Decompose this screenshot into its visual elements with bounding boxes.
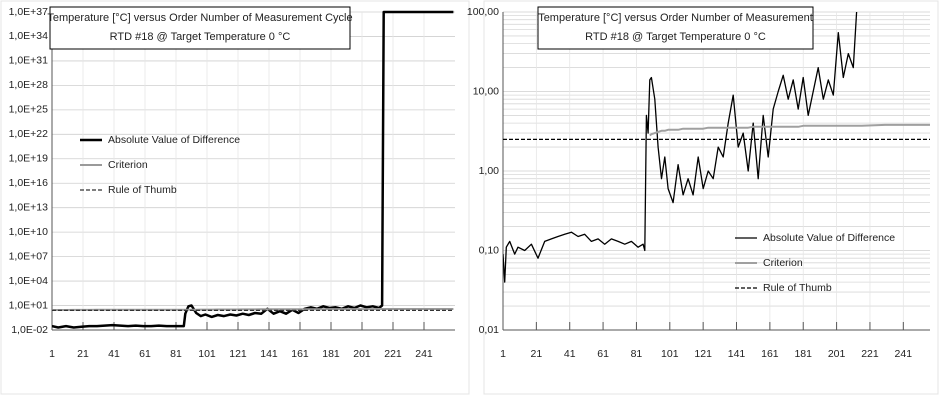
x-tick-label: 141 — [728, 348, 746, 360]
data-line — [649, 123, 930, 137]
legend-label: Absolute Value of Difference — [108, 134, 240, 146]
legend-label: Criterion — [108, 159, 148, 171]
y-tick-label: 1,00 — [479, 165, 500, 177]
y-tick-label: 1,0E-02 — [11, 324, 48, 336]
y-tick-label: 10,00 — [473, 85, 499, 97]
x-tick-label: 221 — [384, 348, 402, 360]
x-tick-label: 121 — [694, 348, 712, 360]
data-line — [503, 11, 858, 283]
y-tick-label: 0,01 — [479, 324, 500, 336]
y-tick-label: 1,0E+28 — [9, 79, 49, 91]
x-tick-label: 161 — [291, 348, 309, 360]
x-tick-label: 201 — [353, 348, 371, 360]
x-tick-label: 81 — [631, 348, 643, 360]
legend-label: Absolute Value of Difference — [763, 232, 895, 244]
y-tick-label: 0,10 — [479, 244, 500, 256]
y-tick-label: 1,0E+13 — [9, 201, 49, 213]
x-tick-label: 181 — [322, 348, 340, 360]
x-tick-label: 41 — [108, 348, 120, 360]
x-tick-label: 181 — [794, 348, 812, 360]
y-tick-label: 1,0E+10 — [9, 226, 49, 238]
y-tick-label: 1,0E+22 — [9, 128, 49, 140]
title-box — [537, 6, 814, 50]
chart-title: Temperature [°C] versus Order Number of … — [538, 12, 813, 24]
y-tick-label: 1,0E+31 — [9, 55, 49, 67]
legend-label: Rule of Thumb — [108, 184, 177, 196]
x-tick-label: 201 — [828, 348, 846, 360]
y-tick-label: 100,00 — [467, 6, 499, 18]
x-tick-label: 101 — [198, 348, 216, 360]
x-tick-label: 141 — [260, 348, 278, 360]
x-tick-label: 101 — [661, 348, 679, 360]
x-tick-label: 41 — [564, 348, 576, 360]
x-tick-label: 81 — [170, 348, 182, 360]
chart-subtitle: RTD #18 @ Target Temperature 0 °C — [585, 31, 766, 43]
x-tick-label: 161 — [761, 348, 779, 360]
y-tick-label: 1,0E+37 — [9, 6, 49, 18]
title-box — [49, 6, 351, 50]
x-tick-label: 1 — [500, 348, 506, 360]
chart-title: Temperature [°C] versus Order Number of … — [47, 12, 352, 24]
x-tick-label: 61 — [597, 348, 609, 360]
y-tick-label: 1,0E+04 — [9, 275, 49, 287]
y-tick-label: 1,0E+34 — [9, 30, 49, 42]
data-line — [52, 10, 454, 329]
x-tick-label: 121 — [229, 348, 247, 360]
y-tick-label: 1,0E+19 — [9, 153, 49, 165]
x-tick-label: 21 — [77, 348, 89, 360]
y-tick-label: 1,0E+01 — [9, 299, 49, 311]
x-tick-label: 241 — [895, 348, 913, 360]
x-tick-label: 21 — [531, 348, 543, 360]
legend-label: Rule of Thumb — [763, 282, 832, 294]
chart-panel — [483, 0, 939, 395]
data-line — [52, 308, 454, 311]
y-tick-label: 1,0E+07 — [9, 250, 49, 262]
y-tick-label: 1,0E+16 — [9, 177, 49, 189]
x-tick-label: 241 — [415, 348, 433, 360]
x-tick-label: 1 — [49, 348, 55, 360]
x-tick-label: 221 — [861, 348, 879, 360]
y-tick-label: 1,0E+25 — [9, 104, 49, 116]
chart-panel — [0, 0, 470, 395]
legend-label: Criterion — [763, 257, 803, 269]
chart-subtitle: RTD #18 @ Target Temperature 0 °C — [110, 31, 291, 43]
x-tick-label: 61 — [139, 348, 151, 360]
